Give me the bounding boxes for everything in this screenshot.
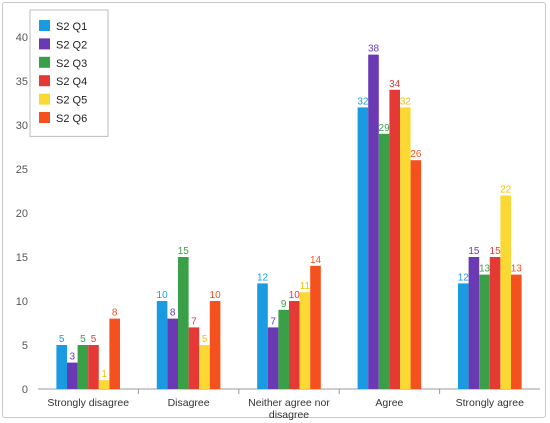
data-label: 38 <box>368 44 380 55</box>
legend-label: S2 Q4 <box>56 76 87 88</box>
bar[interactable] <box>77 345 89 389</box>
data-label: 5 <box>91 334 97 345</box>
y-tick-label: 10 <box>16 296 28 308</box>
bar[interactable] <box>299 292 311 389</box>
legend-swatch <box>39 75 50 87</box>
data-label: 10 <box>157 290 169 301</box>
legend-swatch <box>39 112 50 123</box>
data-labels: 535 5181081575101279101114323829343226121… <box>59 44 522 381</box>
legend-swatch <box>39 20 50 31</box>
bar[interactable] <box>378 133 390 389</box>
bar[interactable] <box>400 107 411 390</box>
bar[interactable] <box>156 301 168 389</box>
bar[interactable] <box>67 362 78 389</box>
legend-label: S2 Q6 <box>56 113 87 125</box>
bar[interactable] <box>468 257 480 389</box>
data-label: 32 <box>357 96 369 107</box>
y-tick-label: 30 <box>16 120 28 132</box>
bar[interactable] <box>500 195 511 389</box>
x-category-label: Neither agree nor disagree <box>248 397 330 421</box>
bar[interactable] <box>199 345 210 389</box>
bar[interactable] <box>289 301 300 389</box>
bar[interactable] <box>88 345 99 389</box>
data-label: 10 <box>210 290 222 301</box>
legend-label: S2 Q2 <box>56 39 87 51</box>
legend-box <box>29 9 109 137</box>
bar[interactable] <box>109 318 120 389</box>
bar[interactable] <box>178 257 189 389</box>
y-tick-label: 35 <box>16 76 28 88</box>
data-label: 15 <box>468 246 480 257</box>
bar[interactable] <box>458 283 469 389</box>
data-label: 9 <box>281 299 287 310</box>
bars <box>56 54 522 390</box>
bar[interactable] <box>511 274 522 389</box>
data-label: 13 <box>479 264 491 275</box>
bar[interactable] <box>56 345 67 389</box>
y-tick-label: 15 <box>16 252 28 264</box>
data-label: 1 <box>101 369 107 380</box>
y-tick-label: 0 <box>22 384 28 396</box>
data-label: 5 <box>202 334 208 345</box>
bar[interactable] <box>410 160 422 389</box>
y-tick-label: 5 <box>22 340 28 352</box>
x-category-label: Agree <box>375 397 403 409</box>
bar[interactable] <box>310 265 321 389</box>
data-label: 5 <box>59 334 65 345</box>
legend-swatch <box>39 93 50 105</box>
data-label: 12 <box>257 272 269 283</box>
bar[interactable] <box>257 283 268 389</box>
legend-swatch <box>39 56 50 68</box>
data-label: 8 <box>112 308 118 319</box>
bar[interactable] <box>188 327 200 389</box>
data-label: 15 <box>490 246 502 257</box>
bar[interactable] <box>479 274 490 389</box>
data-label: 8 <box>170 308 176 319</box>
bar[interactable] <box>167 318 178 389</box>
legend-label: S2 Q5 <box>56 95 87 107</box>
data-label: 11 <box>300 281 311 292</box>
legend-label: S2 Q1 <box>56 21 87 33</box>
x-category-label: Strongly disagree <box>47 397 129 409</box>
y-tick-label: 25 <box>16 164 28 176</box>
bar[interactable] <box>368 54 379 389</box>
data-label: 22 <box>500 184 512 195</box>
data-label: 32 <box>400 96 412 107</box>
legend[interactable]: S2 Q1 S2 Q2 S2 Q3 S2 Q4 S2 Q5 S2 Q6 <box>29 9 109 137</box>
data-label: 15 <box>178 246 190 257</box>
bar[interactable] <box>209 301 221 389</box>
bar[interactable] <box>357 107 369 390</box>
bar[interactable] <box>389 89 400 390</box>
data-label: 14 <box>310 255 322 266</box>
data-label: 34 <box>389 79 401 90</box>
bar[interactable] <box>267 327 279 389</box>
x-category-label: Strongly agree <box>456 397 524 409</box>
data-label: 13 <box>511 264 523 275</box>
legend-swatch <box>39 38 50 50</box>
data-label: 26 <box>410 149 422 160</box>
bar[interactable] <box>489 257 501 389</box>
legend-label: S2 Q3 <box>56 58 87 70</box>
bar[interactable] <box>278 309 289 389</box>
data-label: 7 <box>191 316 197 327</box>
data-label: 3 <box>70 352 76 363</box>
data-label: 7 <box>270 316 276 327</box>
data-label: 12 <box>458 272 470 283</box>
bar[interactable] <box>98 380 110 389</box>
x-category-label: Disagree <box>168 397 210 409</box>
data-label: 29 <box>379 123 391 134</box>
data-label: 5 <box>80 334 86 345</box>
y-tick-label: 40 <box>16 32 28 44</box>
y-tick-label: 20 <box>16 208 28 220</box>
data-label: 10 <box>289 290 301 301</box>
